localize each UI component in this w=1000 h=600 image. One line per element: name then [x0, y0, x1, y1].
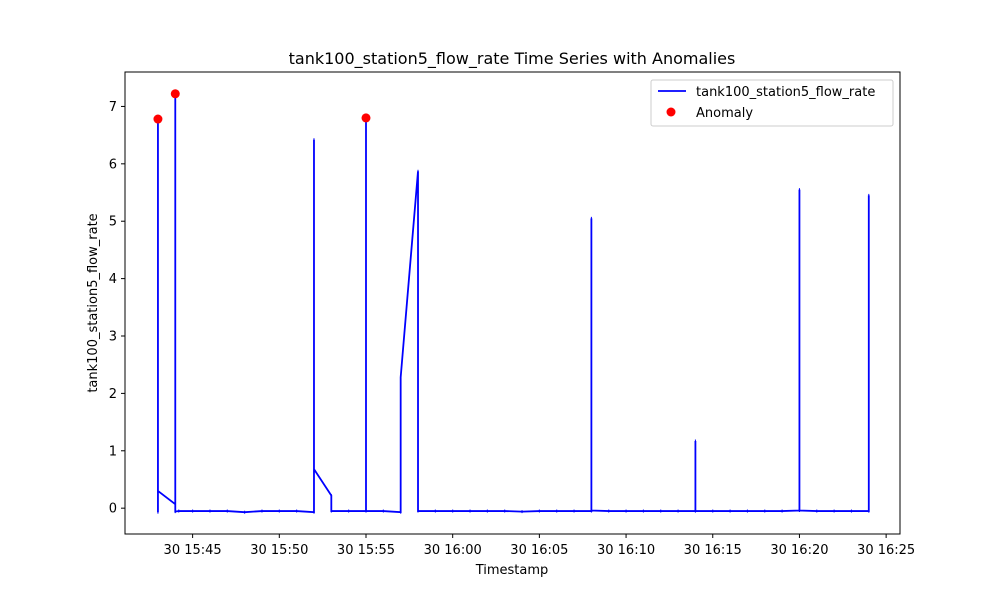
x-tick-label: 30 16:25 — [857, 543, 915, 558]
legend-box — [650, 79, 894, 127]
anomaly-marker — [170, 89, 180, 99]
y-tick-label: 0 — [109, 502, 117, 517]
y-axis-title: tank100_station5_flow_rate — [86, 213, 101, 392]
y-tick-label: 4 — [109, 272, 117, 287]
series-line-flow-rate — [157, 93, 870, 514]
chart-title: tank100_station5_flow_rate Time Series w… — [289, 49, 736, 69]
y-axis: 0 1 2 3 4 5 6 7 — [109, 100, 125, 517]
legend-label-anomaly: Anomaly — [696, 106, 753, 121]
x-tick-label: 30 15:55 — [337, 543, 395, 558]
y-tick-label: 6 — [109, 157, 117, 172]
y-tick-label: 5 — [109, 215, 117, 230]
y-tick-label: 1 — [109, 444, 117, 459]
anomaly-marker — [153, 114, 163, 124]
legend-label-flow-rate: tank100_station5_flow_rate — [696, 85, 875, 100]
x-tick-label: 30 16:00 — [424, 543, 482, 558]
x-tick-label: 30 16:05 — [510, 543, 568, 558]
x-tick-label: 30 15:45 — [164, 543, 222, 558]
plot-frame — [124, 71, 901, 535]
legend: tank100_station5_flow_rate Anomaly — [650, 79, 894, 127]
x-tick-label: 30 16:10 — [597, 543, 655, 558]
legend-anomaly-marker — [666, 107, 676, 117]
y-tick-label: 2 — [109, 387, 117, 402]
x-tick-label: 30 16:20 — [770, 543, 828, 558]
x-axis: 30 15:45 30 15:50 30 15:55 30 16:00 30 16:05… — [164, 534, 915, 558]
plot-area — [153, 89, 870, 514]
y-tick-label: 7 — [109, 100, 117, 115]
x-tick-label: 30 15:50 — [250, 543, 308, 558]
x-tick-label: 30 16:15 — [684, 543, 742, 558]
y-tick-label: 3 — [109, 330, 117, 345]
x-axis-title: Timestamp — [475, 563, 549, 578]
anomaly-marker — [361, 113, 371, 123]
